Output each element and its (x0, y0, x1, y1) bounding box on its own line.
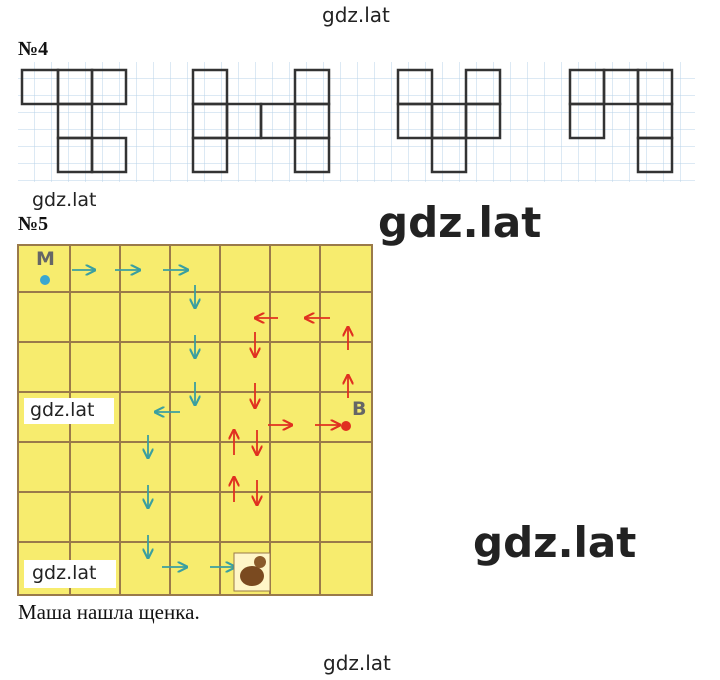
b-path (234, 318, 348, 505)
start-point (40, 275, 50, 285)
watermark-bg (24, 398, 114, 424)
watermark: gdz.lat (32, 189, 97, 211)
grid-paper (18, 62, 695, 182)
puppy (233, 552, 271, 592)
end-point (341, 421, 351, 431)
watermark: gdz.lat (473, 518, 637, 567)
watermark: gdz.lat (322, 3, 390, 27)
masha-path (72, 270, 235, 567)
task-number: №4 (18, 38, 49, 60)
watermark: gdz.lat (32, 562, 97, 584)
watermark: gdz.lat (378, 198, 542, 247)
answer: Маша нашла щенка. (18, 600, 200, 624)
shapes (20, 68, 674, 174)
task-number: №5 (18, 213, 49, 235)
end-label: В (352, 398, 367, 420)
map (17, 244, 373, 596)
watermark-bg (24, 560, 116, 588)
watermark: gdz.lat (323, 651, 391, 675)
watermark: gdz.lat (30, 399, 95, 421)
start-label: М (36, 248, 55, 270)
